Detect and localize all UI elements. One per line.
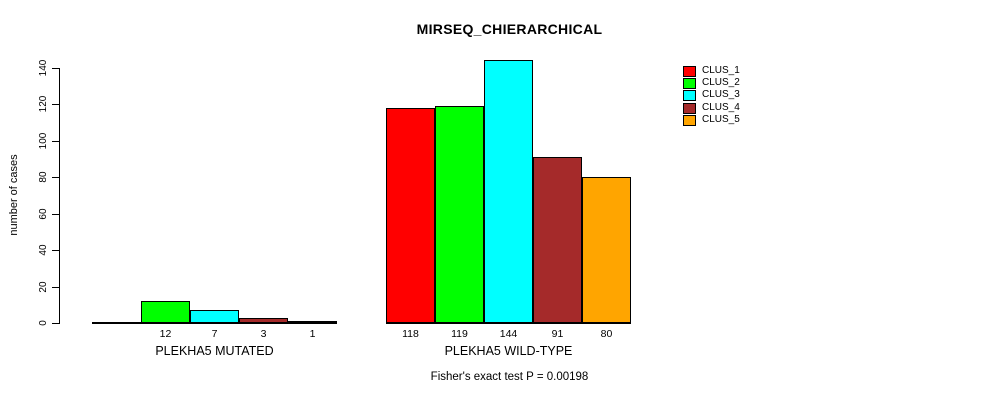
y-tick-label: 20 xyxy=(38,281,49,293)
group-baseline xyxy=(92,322,337,324)
legend-swatch xyxy=(683,78,696,89)
y-tick-mark xyxy=(52,104,59,105)
y-tick-label: 0 xyxy=(38,320,49,326)
bar-value-label: 91 xyxy=(551,328,564,340)
bar xyxy=(386,108,435,323)
y-tick-mark xyxy=(52,141,59,142)
bar xyxy=(190,310,239,323)
bar-value-label: 80 xyxy=(600,328,613,340)
legend-swatch xyxy=(683,90,696,101)
bar xyxy=(484,60,533,323)
bar xyxy=(141,301,190,323)
bar-value-label: 1 xyxy=(309,328,316,340)
y-tick-label: 100 xyxy=(38,132,49,150)
legend-label: CLUS_2 xyxy=(702,77,740,88)
group-label: PLEKHA5 WILD-TYPE xyxy=(444,344,573,358)
y-tick-mark xyxy=(52,214,59,215)
bar-value-label: 7 xyxy=(211,328,218,340)
y-tick-mark xyxy=(52,68,59,69)
bar-value-label: 144 xyxy=(499,328,518,340)
y-tick-label: 60 xyxy=(38,208,49,220)
bar-value-label: 119 xyxy=(451,328,468,340)
bar-value-label: 118 xyxy=(402,328,419,340)
y-tick-mark xyxy=(52,323,59,324)
group-baseline xyxy=(386,322,631,324)
legend-label: CLUS_1 xyxy=(702,65,740,76)
legend-swatch xyxy=(683,103,696,114)
y-tick-mark xyxy=(52,250,59,251)
legend-swatch xyxy=(683,115,696,126)
y-tick-label: 140 xyxy=(38,59,49,77)
legend-label: CLUS_5 xyxy=(702,114,740,125)
legend-label: CLUS_4 xyxy=(702,102,740,113)
bar xyxy=(435,106,484,323)
y-tick-mark xyxy=(52,287,59,288)
bar xyxy=(582,177,631,323)
group-label: PLEKHA5 MUTATED xyxy=(155,344,274,358)
y-tick-label: 40 xyxy=(38,244,49,256)
annotation-text: Fisher's exact test P = 0.00198 xyxy=(430,371,589,383)
y-axis-line xyxy=(59,68,60,324)
legend-label: CLUS_3 xyxy=(702,89,740,100)
bar xyxy=(288,321,337,323)
legend-swatch xyxy=(683,66,696,77)
y-tick-label: 120 xyxy=(38,95,49,113)
bar-value-label: 3 xyxy=(260,328,267,340)
y-axis-title: number of cases xyxy=(8,154,20,236)
bar xyxy=(239,318,288,323)
y-tick-label: 80 xyxy=(38,171,49,183)
bar-value-label: 12 xyxy=(159,328,172,340)
chart-title: MIRSEQ_CHIERARCHICAL xyxy=(416,21,603,37)
bar xyxy=(533,157,582,323)
y-tick-mark xyxy=(52,177,59,178)
